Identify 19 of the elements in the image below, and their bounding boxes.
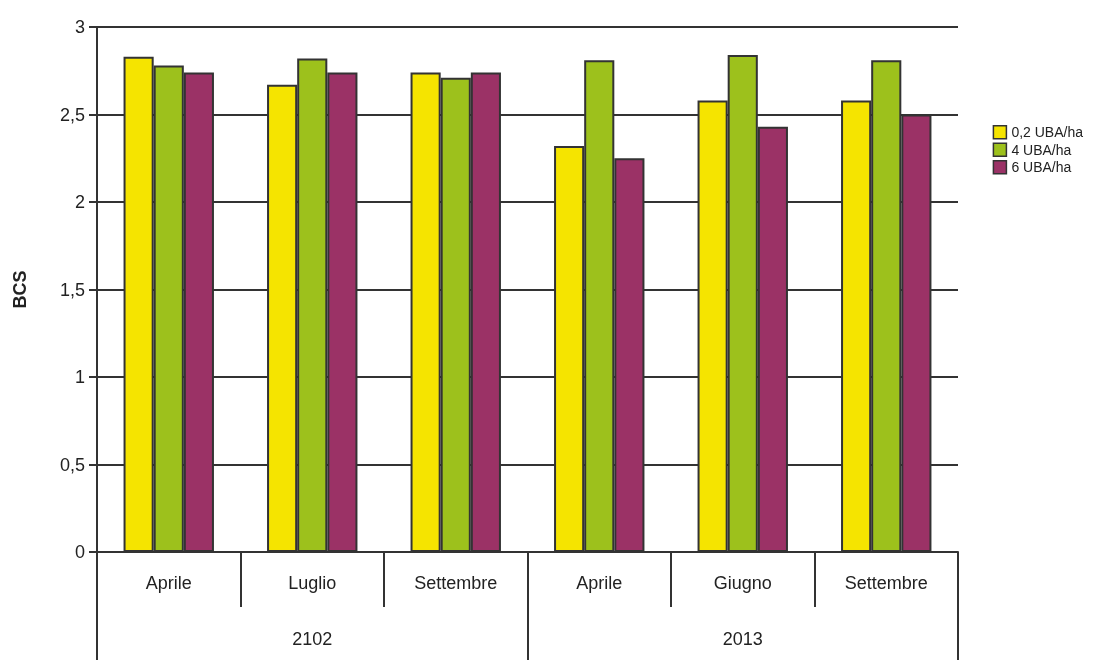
y-tick-label: 1 [74, 367, 85, 387]
x-tick-label: Aprile [576, 573, 623, 593]
x-tick-label: Giugno [713, 573, 772, 593]
legend-label: 0,2 UBA/ha [1011, 124, 1084, 141]
legend-label: 4 UBA/ha [1011, 141, 1072, 158]
legend-label: 6 UBA/ha [1011, 159, 1072, 176]
y-tick-label: 2 [74, 192, 85, 212]
y-axis-title: BCS [10, 270, 30, 309]
x-tick-label: Luglio [288, 573, 337, 593]
text: 2102 [292, 629, 333, 649]
y-tick-label: 1,5 [59, 279, 85, 300]
y-tick-label: 2,5 [59, 104, 85, 125]
x-tick-label: Settembre [414, 573, 498, 593]
text: 2013 [722, 629, 763, 649]
x-tick-label: Settembre [844, 573, 928, 593]
x-tick-label: Aprile [145, 573, 192, 593]
y-tick-label: 0,5 [59, 454, 85, 475]
y-tick-label: 3 [74, 17, 85, 37]
y-tick-label: 0 [74, 542, 85, 562]
